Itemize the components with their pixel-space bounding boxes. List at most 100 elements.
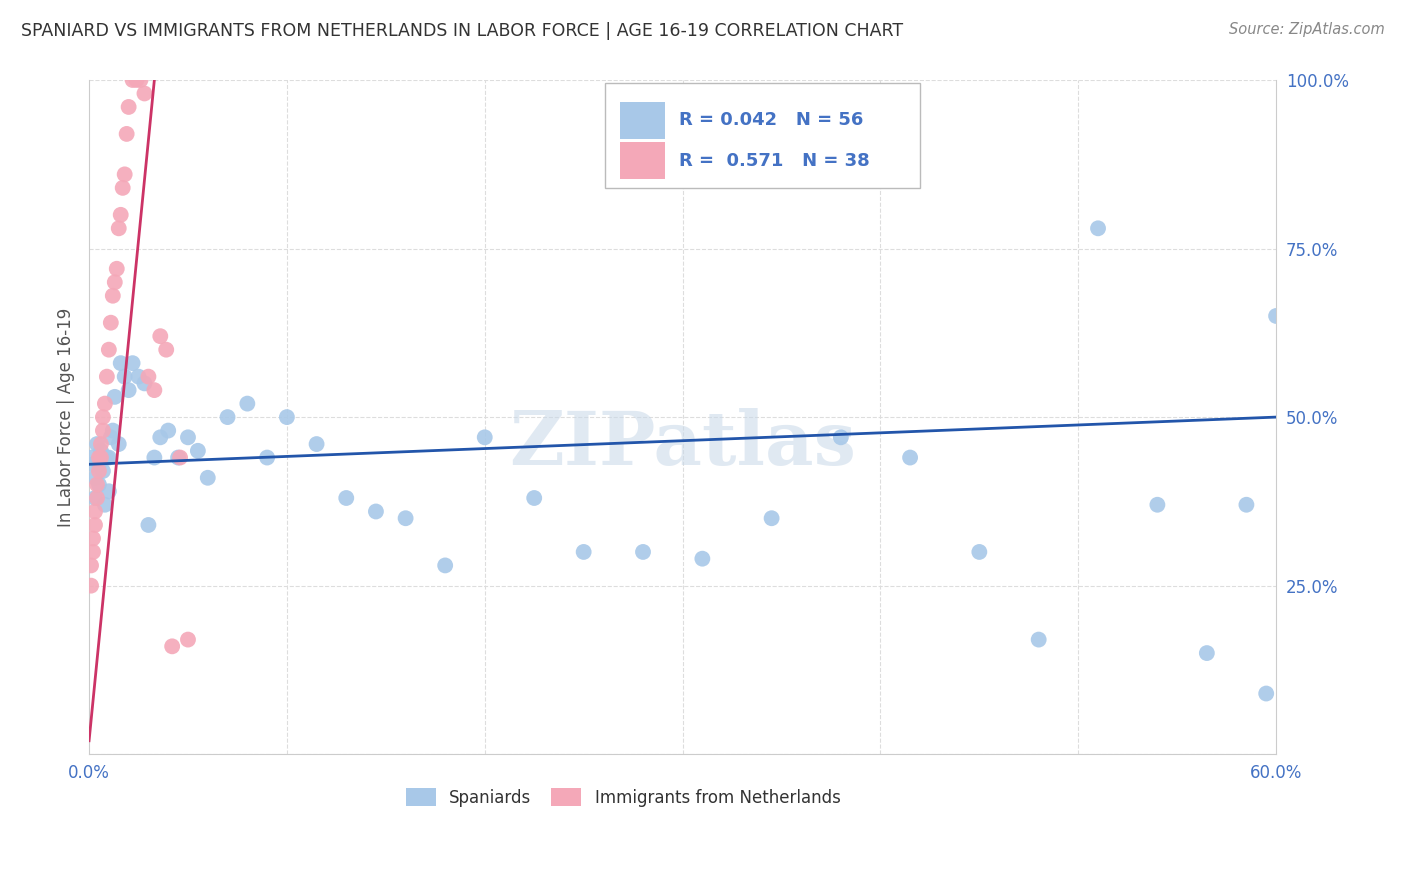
Point: [104, 275, 127, 289]
Point: [117, 100, 139, 114]
Point: [111, 181, 134, 195]
Point: [97, 484, 120, 499]
Text: R =  0.571   N = 38: R = 0.571 N = 38: [679, 152, 870, 169]
Point: [1028, 632, 1050, 647]
Point: [115, 127, 138, 141]
Point: [364, 504, 387, 518]
Point: [169, 450, 191, 465]
Point: [114, 369, 136, 384]
Point: [155, 343, 177, 357]
Point: [94, 498, 117, 512]
Point: [97, 343, 120, 357]
Point: [217, 410, 239, 425]
FancyBboxPatch shape: [620, 102, 665, 139]
Point: [91, 424, 114, 438]
Point: [82, 458, 104, 472]
Point: [80, 558, 103, 573]
Point: [143, 383, 166, 397]
Point: [157, 424, 180, 438]
Point: [1256, 686, 1278, 700]
Point: [177, 430, 200, 444]
Point: [86, 477, 108, 491]
Point: [90, 443, 112, 458]
Point: [94, 396, 117, 410]
Point: [187, 443, 209, 458]
Point: [134, 376, 156, 391]
Point: [256, 450, 278, 465]
Point: [335, 491, 357, 505]
Point: [82, 532, 104, 546]
Point: [236, 396, 259, 410]
Point: [87, 464, 110, 478]
Point: [898, 450, 921, 465]
Point: [100, 316, 122, 330]
Point: [105, 261, 128, 276]
Point: [121, 73, 143, 87]
Point: [761, 511, 783, 525]
Point: [474, 430, 496, 444]
Point: [572, 545, 595, 559]
Point: [96, 369, 118, 384]
Point: [80, 579, 103, 593]
Point: [90, 437, 112, 451]
Point: [110, 356, 132, 370]
Point: [84, 504, 107, 518]
Point: [121, 356, 143, 370]
Point: [1195, 646, 1218, 660]
Point: [107, 437, 129, 451]
Point: [692, 551, 714, 566]
Point: [149, 329, 172, 343]
Point: [101, 289, 124, 303]
Text: SPANIARD VS IMMIGRANTS FROM NETHERLANDS IN LABOR FORCE | AGE 16-19 CORRELATION C: SPANIARD VS IMMIGRANTS FROM NETHERLANDS …: [21, 22, 903, 40]
Point: [1146, 498, 1168, 512]
Point: [830, 430, 852, 444]
Point: [394, 511, 416, 525]
Point: [969, 545, 991, 559]
Point: [80, 450, 103, 465]
Point: [90, 450, 112, 465]
Point: [134, 87, 156, 101]
Point: [107, 221, 129, 235]
Point: [138, 518, 160, 533]
Point: [1087, 221, 1109, 235]
Point: [91, 464, 114, 478]
Point: [97, 450, 120, 465]
Point: [87, 477, 110, 491]
Point: [167, 450, 190, 465]
Point: [101, 424, 124, 438]
Point: [138, 369, 160, 384]
Point: [1236, 498, 1258, 512]
FancyBboxPatch shape: [620, 143, 665, 179]
Point: [143, 450, 166, 465]
Point: [87, 450, 110, 465]
Point: [87, 458, 110, 472]
Point: [631, 545, 654, 559]
Point: [305, 437, 328, 451]
Point: [160, 640, 183, 654]
Point: [434, 558, 457, 573]
Point: [197, 471, 219, 485]
Point: [84, 471, 107, 485]
Point: [114, 167, 136, 181]
Point: [100, 430, 122, 444]
Point: [104, 390, 127, 404]
Text: Source: ZipAtlas.com: Source: ZipAtlas.com: [1229, 22, 1385, 37]
Y-axis label: In Labor Force | Age 16-19: In Labor Force | Age 16-19: [58, 308, 75, 526]
Point: [86, 437, 108, 451]
Point: [523, 491, 546, 505]
FancyBboxPatch shape: [606, 83, 920, 188]
Point: [125, 73, 148, 87]
Point: [276, 410, 298, 425]
Text: R = 0.042   N = 56: R = 0.042 N = 56: [679, 112, 863, 129]
Point: [91, 410, 114, 425]
Point: [128, 369, 150, 384]
Point: [82, 545, 104, 559]
Point: [86, 491, 108, 505]
Legend: Spaniards, Immigrants from Netherlands: Spaniards, Immigrants from Netherlands: [399, 781, 848, 814]
Point: [117, 383, 139, 397]
Point: [110, 208, 132, 222]
Point: [1265, 309, 1288, 323]
Point: [84, 518, 107, 533]
Text: ZIPatlas: ZIPatlas: [509, 408, 856, 481]
Point: [96, 450, 118, 465]
